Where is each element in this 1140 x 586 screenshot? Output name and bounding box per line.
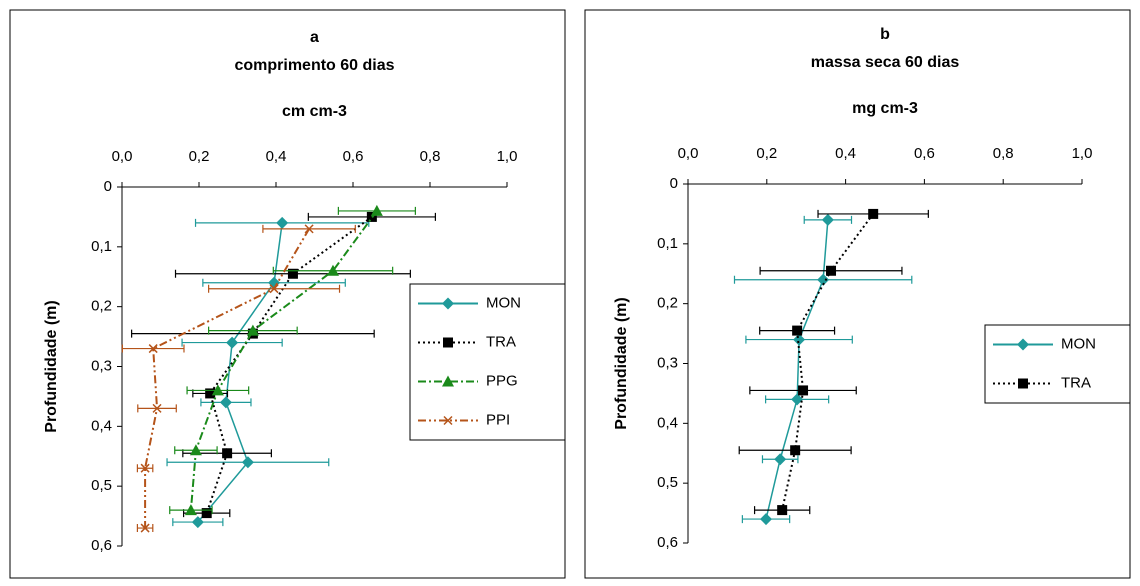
x-axis-label: cm cm-3 [282, 103, 347, 120]
y-tick-label: 0,4 [657, 414, 678, 431]
legend-marker [443, 415, 453, 426]
y-tick-label: 0,2 [91, 298, 112, 315]
x-tick-label: 0,2 [189, 148, 210, 165]
series-line [197, 222, 283, 523]
marker [793, 333, 806, 346]
legend-label: MON [486, 294, 521, 311]
marker [246, 324, 259, 336]
y-tick-label: 0,4 [91, 417, 112, 434]
marker [777, 505, 788, 516]
x-tick-label: 0,6 [914, 145, 935, 162]
x-tick-label: 0,8 [420, 148, 441, 165]
y-tick-label: 0,6 [91, 537, 112, 554]
x-tick-label: 0,4 [266, 148, 287, 165]
marker [821, 213, 834, 226]
marker [304, 224, 314, 234]
series-line [205, 216, 373, 514]
marker [791, 393, 804, 406]
legend-marker [443, 337, 453, 348]
y-tick-label: 0,6 [657, 534, 678, 551]
chart-title: comprimento 60 dias [234, 57, 394, 74]
y-tick-label: 0 [670, 175, 678, 192]
marker [148, 344, 158, 354]
marker [868, 208, 879, 219]
series-line [189, 210, 378, 511]
marker [191, 516, 204, 529]
legend-marker [442, 297, 454, 310]
series-line [781, 213, 874, 511]
marker [826, 265, 837, 276]
marker [152, 403, 162, 413]
chart-frame [584, 9, 1131, 579]
marker [276, 216, 289, 229]
marker [817, 273, 830, 286]
marker [269, 284, 279, 294]
y-tick-label: 0 [104, 178, 112, 195]
marker [792, 325, 803, 336]
x-tick-label: 0,2 [756, 145, 777, 162]
marker [760, 513, 773, 526]
series-line [765, 219, 829, 520]
marker [790, 445, 801, 456]
legend-label: PPI [486, 411, 510, 428]
marker [222, 448, 233, 459]
y-tick-label: 0,1 [657, 235, 678, 252]
x-axis-label: mg cm-3 [852, 100, 918, 117]
marker [241, 456, 254, 469]
marker [226, 336, 239, 349]
marker [774, 453, 787, 466]
x-tick-label: 0,6 [343, 148, 364, 165]
x-tick-label: 0,0 [112, 148, 133, 165]
marker [326, 264, 339, 276]
x-tick-label: 0,4 [835, 145, 856, 162]
legend-marker [442, 375, 454, 387]
legend-label: TRA [486, 333, 516, 350]
marker [184, 504, 197, 516]
marker [140, 463, 150, 473]
series-line [144, 228, 310, 529]
marker [201, 508, 212, 519]
y-tick-label: 0,2 [657, 295, 678, 312]
y-tick-label: 0,5 [657, 474, 678, 491]
marker [189, 444, 202, 456]
marker [211, 384, 224, 396]
y-axis-label: Profundidade (m) [43, 300, 60, 432]
marker [287, 268, 298, 279]
y-tick-label: 0,5 [91, 477, 112, 494]
x-tick-label: 0,8 [993, 145, 1014, 162]
marker [798, 385, 809, 396]
y-tick-label: 0,1 [91, 238, 112, 255]
legend-box [984, 324, 1131, 404]
panel-label: a [310, 29, 319, 46]
x-tick-label: 1,0 [497, 148, 518, 165]
panel-label: b [880, 26, 890, 43]
y-tick-label: 0,3 [91, 357, 112, 374]
x-tick-label: 1,0 [1072, 145, 1093, 162]
legend-box [409, 283, 566, 441]
legend-marker [1018, 378, 1028, 389]
marker [140, 523, 150, 533]
marker [370, 204, 383, 216]
legend-label: PPG [486, 372, 518, 389]
x-tick-label: 0,0 [678, 145, 699, 162]
y-tick-label: 0,3 [657, 354, 678, 371]
legend-label: TRA [1061, 374, 1091, 391]
legend-label: MON [1061, 335, 1096, 352]
marker [205, 388, 216, 399]
y-axis-label: Profundidade (m) [613, 297, 630, 429]
chart-title: massa seca 60 dias [811, 54, 960, 71]
legend-marker [1017, 338, 1029, 351]
marker [219, 396, 232, 409]
